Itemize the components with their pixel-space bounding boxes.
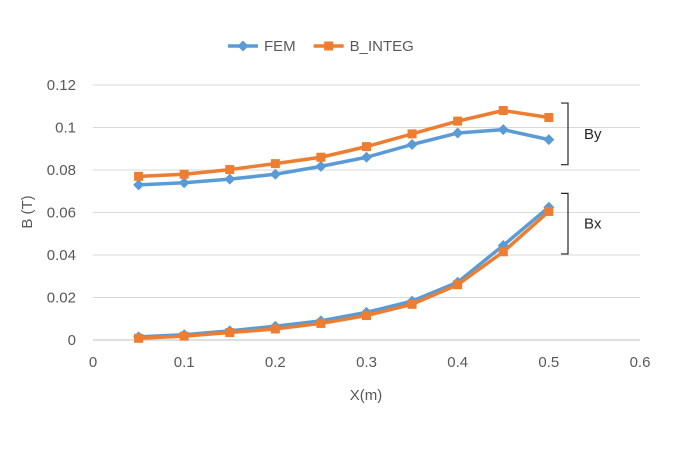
bracket-label: By	[584, 126, 602, 143]
series-fem-by	[133, 124, 555, 191]
data-point	[497, 124, 509, 136]
y-tick-label: 0.12	[47, 77, 76, 94]
bracket-by: By	[561, 102, 602, 166]
data-point	[453, 280, 463, 290]
series-line	[138, 210, 550, 341]
x-tick-label: 0.5	[538, 354, 559, 371]
data-point	[452, 127, 464, 139]
data-point	[362, 142, 371, 152]
data-point	[237, 40, 249, 52]
data-point	[179, 331, 189, 341]
legend: FEM B_INTEG	[228, 38, 414, 55]
data-point	[179, 169, 189, 179]
x-tick-label: 0.6	[630, 354, 651, 371]
data-point	[270, 324, 280, 334]
data-point	[315, 160, 327, 172]
y-tick-label: 0.08	[47, 162, 76, 179]
data-point	[498, 106, 508, 115]
gridlines	[93, 84, 640, 341]
data-point	[133, 179, 145, 191]
data-point	[316, 318, 326, 328]
y-axis-title: B (T)	[19, 195, 36, 228]
series-b-integ-by	[134, 106, 554, 181]
data-point	[225, 328, 235, 338]
data-point	[224, 173, 236, 185]
y-tick-label: 0.04	[47, 247, 76, 264]
data-point	[134, 171, 144, 181]
data-point	[270, 159, 280, 169]
y-tick-label: 0.1	[55, 120, 76, 137]
series-layer	[133, 106, 555, 343]
x-tick-label: 0.3	[356, 354, 377, 371]
series-b-integ-bx	[134, 206, 554, 343]
data-point	[544, 206, 554, 216]
y-tick-label: 0	[68, 332, 76, 349]
data-point	[316, 152, 326, 162]
x-tick-label: 0	[89, 354, 97, 371]
data-point	[407, 299, 417, 309]
annotations: By Bx	[561, 102, 602, 255]
bracket-bx: Bx	[561, 192, 602, 255]
data-point	[406, 139, 418, 150]
data-point	[498, 247, 508, 257]
data-point	[269, 168, 281, 180]
series-line	[138, 205, 550, 339]
data-point	[361, 151, 372, 163]
legend-label: FEM	[264, 38, 296, 55]
data-point	[407, 129, 417, 139]
axes: 0 0.02 0.04 0.06 0.08 0.1 0.12 0 0.1 0.2 0.3 0.4 0.5…	[47, 77, 651, 371]
data-point	[544, 113, 554, 123]
legend-label: B_INTEG	[350, 38, 414, 55]
series-line	[138, 127, 550, 187]
x-tick-label: 0.2	[265, 354, 286, 371]
data-point	[453, 116, 463, 126]
x-axis-title: X(m)	[350, 387, 383, 404]
data-point	[225, 165, 235, 175]
data-point	[362, 311, 371, 321]
bracket-label: Bx	[584, 216, 602, 233]
data-point	[134, 333, 144, 343]
x-tick-label: 0.1	[174, 354, 195, 371]
legend-item-fem: FEM	[228, 38, 296, 55]
legend-item-b-integ: B_INTEG	[313, 38, 414, 55]
bracket-line	[561, 192, 569, 255]
series-line	[138, 108, 550, 179]
x-tick-label: 0.4	[447, 354, 468, 371]
data-point	[543, 134, 555, 146]
bracket-line	[561, 102, 569, 166]
data-point	[324, 41, 334, 51]
y-tick-label: 0.06	[47, 205, 76, 222]
y-tick-label: 0.02	[47, 290, 76, 307]
data-point	[178, 177, 190, 189]
